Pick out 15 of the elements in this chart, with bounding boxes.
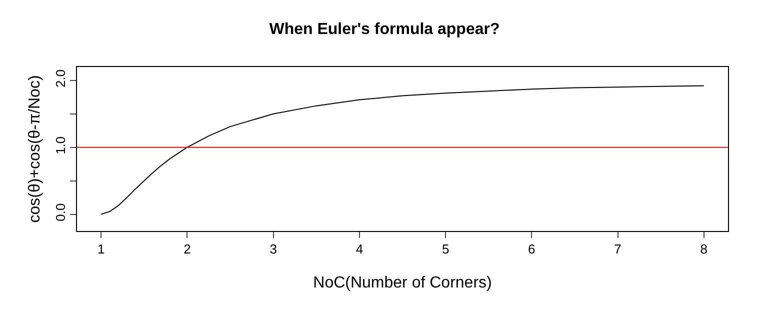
y-tick-label: 0.0 [52, 203, 68, 222]
x-tick-label: 7 [614, 242, 622, 257]
x-tick-label: 5 [442, 242, 450, 257]
x-tick-label: 6 [528, 242, 536, 257]
y-axis-title: cos(θ)+cos(θ-π/Noc) [26, 75, 44, 223]
x-tick-label: 8 [700, 242, 708, 257]
x-tick-label: 3 [270, 242, 277, 257]
y-tick-label: 1.0 [52, 136, 68, 154]
x-axis-title: NoC(Number of Corners) [313, 274, 492, 292]
x-tick-label: 4 [356, 242, 364, 257]
x-tick-label: 2 [184, 242, 191, 257]
x-tick-label: 1 [97, 242, 105, 257]
y-tick-label: 2.0 [52, 69, 68, 88]
chart-title: When Euler's formula appear? [269, 21, 500, 38]
line-series [100, 85, 704, 215]
